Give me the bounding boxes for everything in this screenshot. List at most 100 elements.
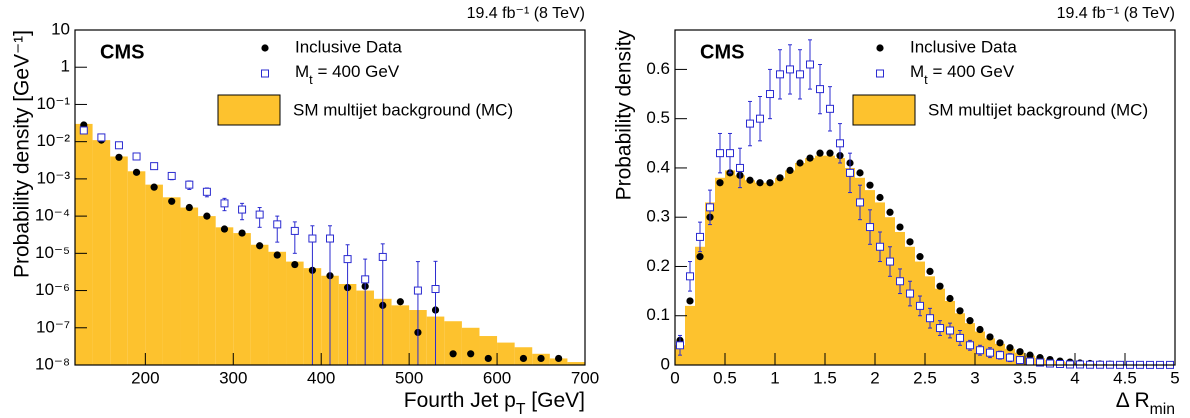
background-bin [567,362,585,365]
y-tick-label: 0.2 [646,256,670,275]
x-tick-label: 0 [670,368,679,387]
background-bin [461,327,480,365]
x-tick-label: 600 [483,368,511,387]
signal-point [716,149,724,158]
background-bin [785,170,795,365]
signal-point [956,333,964,342]
background-bin [162,197,181,365]
x-tick-label: 1 [770,368,779,387]
data-point [132,168,141,176]
signal-point [756,114,764,123]
signal-point [676,341,684,350]
signal-point [114,141,123,150]
data-point [115,153,123,161]
data-point [519,354,528,363]
signal-point [826,104,834,113]
background-bin [725,170,735,365]
signal-point [876,242,884,251]
data-point [826,149,834,157]
signal-point [936,324,944,333]
signal-point [132,152,141,161]
y-tick-label: 10⁻⁴ [35,206,70,225]
background-bin [845,167,855,365]
plot-frame [74,29,586,366]
y-tick-label: 10⁻⁵ [35,243,70,262]
signal-point [202,187,211,196]
data-point [396,298,404,306]
signal-point [976,346,984,355]
data-point [256,242,264,250]
signal-point [926,314,934,323]
signal-point [97,133,106,142]
y-axis-title: Probability density [613,30,636,201]
data-point [896,223,904,231]
x-tick-label: 700 [571,368,599,387]
legend-label: Mt = 400 GeV [910,62,1015,86]
signal-point [816,85,824,94]
background-bin [865,190,875,365]
signal-point [1046,359,1054,368]
x-tick-label: 2.5 [913,368,937,387]
legend-label-part: M [295,62,309,81]
y-tick-label: 10 [51,19,70,38]
signal-point [726,149,734,158]
x-axis-title-part: Fourth Jet p [404,389,516,412]
background-bin [233,233,251,365]
data-point [996,339,1004,347]
data-point [936,282,944,290]
data-point [467,350,475,358]
x-axis-title-part: min [1150,401,1175,418]
signal-point [886,257,894,266]
background-bin [735,175,745,365]
data-point [766,179,774,187]
signal-point [686,272,694,281]
signal-point [1006,353,1014,362]
experiment-label: CMS [100,41,144,63]
data-point [484,354,492,363]
x-tick-label: 0.5 [713,368,737,387]
data-point [946,294,954,303]
data-point [449,350,457,358]
signal-point [906,289,914,298]
data-point [916,253,924,261]
legend-marker [217,94,281,126]
y-tick-label: 10⁻⁶ [35,280,70,299]
legend-label: SM multijet background (MC) [293,100,513,119]
signal-point [220,199,229,208]
data-point [1026,351,1034,359]
data-point [696,253,704,261]
data-point [537,354,545,363]
data-point [796,159,804,167]
data-point [220,225,229,233]
x-tick-label: 4 [1070,368,1079,387]
experiment-label: CMS [700,41,744,63]
background-bin [855,177,865,365]
data-point [150,183,158,191]
y-tick-label: 0.4 [646,157,670,176]
data-point [746,176,754,184]
x-tick-label: 3.5 [1013,368,1037,387]
x-axis-title-part: T [516,401,526,418]
legend-label: Mt = 400 GeV [295,62,400,86]
data-point [786,166,794,175]
data-point [686,297,694,305]
data-point [906,238,914,246]
legend-label: Inclusive Data [910,37,1017,56]
x-tick-label: 2 [870,368,879,387]
data-point [866,181,874,189]
data-point [273,251,281,259]
signal-point [836,139,844,148]
background-bin [795,163,805,365]
data-point [816,149,824,157]
signal-point [746,119,754,128]
y-tick-label: 0 [661,354,670,373]
data-point [555,354,563,363]
signal-point [986,348,994,357]
y-tick-label: 1 [61,57,70,76]
signal-point [238,205,247,214]
background-bin [215,227,234,365]
signal-point [776,70,784,79]
signal-point [255,210,264,219]
background-bin [755,182,765,365]
data-point [168,197,176,205]
